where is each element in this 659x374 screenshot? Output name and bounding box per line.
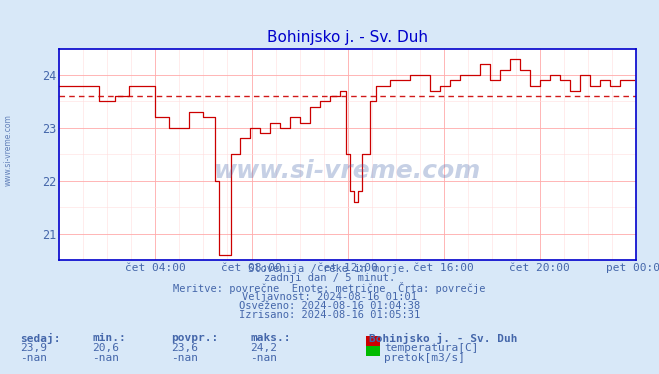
Text: -nan: -nan: [250, 353, 277, 364]
Text: 23,6: 23,6: [171, 343, 198, 353]
Text: Izrisano: 2024-08-16 01:05:31: Izrisano: 2024-08-16 01:05:31: [239, 310, 420, 321]
Text: Osveženo: 2024-08-16 01:04:38: Osveženo: 2024-08-16 01:04:38: [239, 301, 420, 311]
Text: -nan: -nan: [20, 353, 47, 364]
Text: www.si-vreme.com: www.si-vreme.com: [4, 114, 13, 186]
Text: min.:: min.:: [92, 333, 126, 343]
Text: -nan: -nan: [171, 353, 198, 364]
Text: Veljavnost: 2024-08-16 01:01: Veljavnost: 2024-08-16 01:01: [242, 292, 417, 302]
Text: www.si-vreme.com: www.si-vreme.com: [214, 159, 481, 183]
Text: 23,9: 23,9: [20, 343, 47, 353]
Text: Slovenija / reke in morje.: Slovenija / reke in morje.: [248, 264, 411, 274]
Text: 20,6: 20,6: [92, 343, 119, 353]
Text: zadnji dan / 5 minut.: zadnji dan / 5 minut.: [264, 273, 395, 283]
Text: maks.:: maks.:: [250, 333, 291, 343]
Text: temperatura[C]: temperatura[C]: [384, 343, 478, 353]
Text: -nan: -nan: [92, 353, 119, 364]
Text: povpr.:: povpr.:: [171, 333, 219, 343]
Title: Bohinjsko j. - Sv. Duh: Bohinjsko j. - Sv. Duh: [267, 30, 428, 45]
Text: pretok[m3/s]: pretok[m3/s]: [384, 353, 465, 364]
Text: sedaj:: sedaj:: [20, 333, 60, 344]
Text: 24,2: 24,2: [250, 343, 277, 353]
Text: Bohinjsko j. - Sv. Duh: Bohinjsko j. - Sv. Duh: [369, 333, 517, 344]
Text: Meritve: povrečne  Enote: metrične  Črta: povrečje: Meritve: povrečne Enote: metrične Črta: …: [173, 282, 486, 294]
